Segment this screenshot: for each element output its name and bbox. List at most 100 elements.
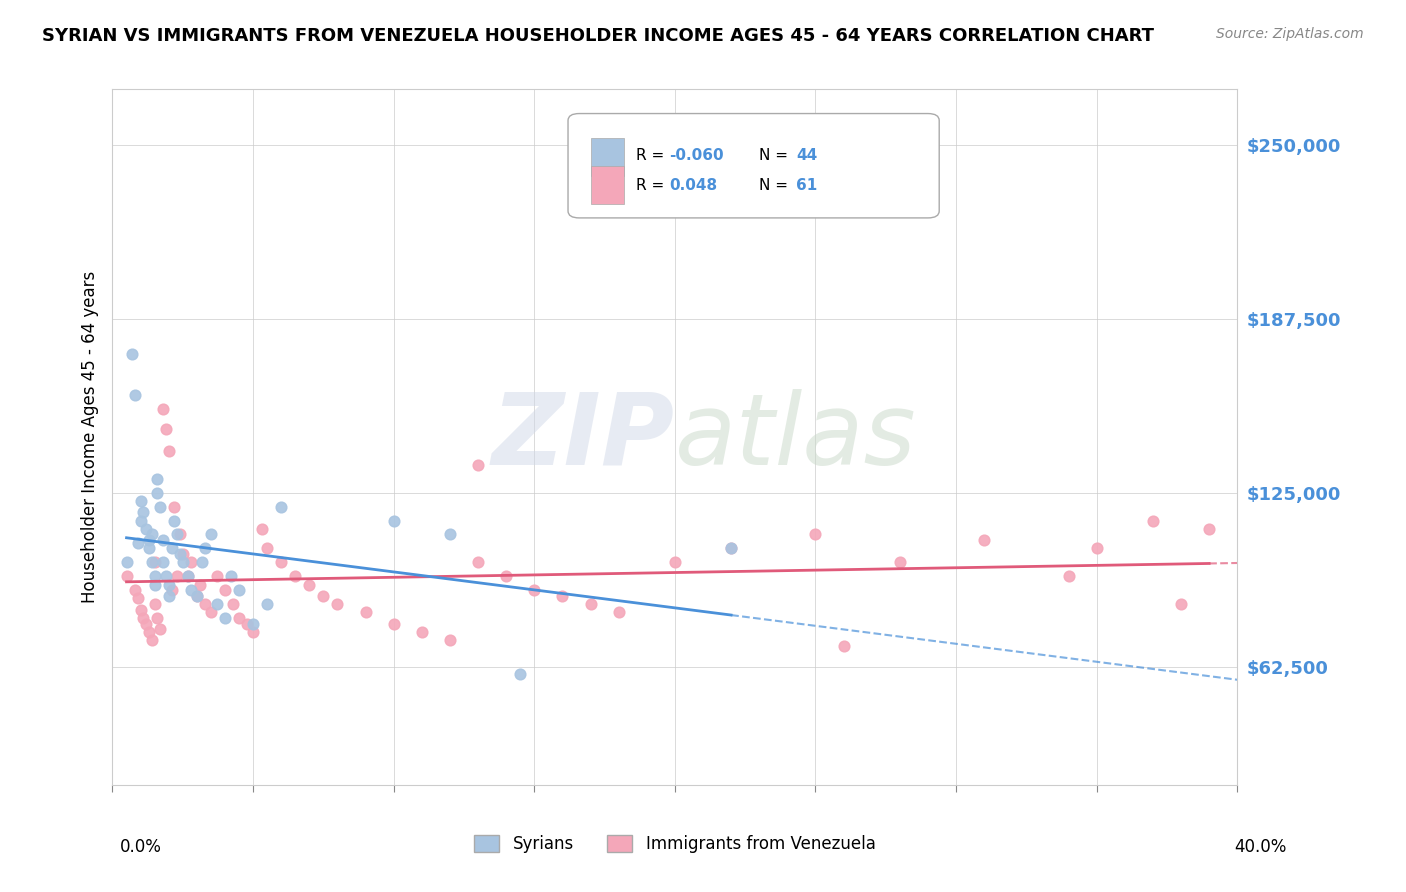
Point	[1142, 514, 1164, 528]
FancyBboxPatch shape	[591, 166, 624, 204]
Text: atlas: atlas	[675, 389, 917, 485]
Point	[172, 555, 194, 569]
Point	[146, 485, 169, 500]
Point	[143, 569, 166, 583]
Point	[127, 591, 149, 606]
Point	[180, 555, 202, 569]
Point	[186, 589, 208, 603]
Point	[115, 569, 138, 583]
Point	[222, 597, 245, 611]
Point	[160, 583, 183, 598]
Point	[152, 533, 174, 547]
Point	[172, 547, 194, 561]
Point	[132, 505, 155, 519]
Text: 61: 61	[796, 178, 818, 193]
Text: 44: 44	[796, 148, 818, 163]
Point	[152, 555, 174, 569]
Point	[284, 569, 307, 583]
Point	[973, 533, 995, 547]
Point	[312, 589, 335, 603]
Point	[127, 536, 149, 550]
Point	[143, 555, 166, 569]
FancyBboxPatch shape	[568, 113, 939, 218]
Point	[132, 611, 155, 625]
Point	[141, 633, 163, 648]
Point	[121, 346, 143, 360]
Point	[155, 422, 177, 436]
Point	[149, 500, 172, 514]
Point	[256, 541, 278, 556]
Point	[180, 583, 202, 598]
Point	[720, 541, 742, 556]
Text: R =: R =	[636, 178, 669, 193]
Point	[115, 555, 138, 569]
Point	[1057, 569, 1080, 583]
Point	[157, 444, 180, 458]
Text: ZIP: ZIP	[492, 389, 675, 485]
Point	[228, 611, 250, 625]
Point	[124, 583, 146, 598]
Point	[152, 402, 174, 417]
Point	[124, 388, 146, 402]
Point	[141, 555, 163, 569]
Point	[720, 541, 742, 556]
Point	[157, 577, 180, 591]
Point	[188, 577, 211, 591]
Point	[579, 597, 602, 611]
Point	[467, 555, 489, 569]
Point	[298, 577, 321, 591]
Point	[1198, 522, 1220, 536]
Point	[143, 597, 166, 611]
Text: N =: N =	[759, 178, 793, 193]
Point	[186, 589, 208, 603]
Point	[177, 569, 200, 583]
Text: 0.048: 0.048	[669, 178, 717, 193]
Point	[832, 639, 855, 653]
Point	[129, 602, 152, 616]
Point	[326, 597, 349, 611]
Point	[270, 555, 292, 569]
Point	[169, 547, 191, 561]
Point	[155, 569, 177, 583]
Point	[141, 527, 163, 541]
Point	[129, 494, 152, 508]
Point	[146, 611, 169, 625]
Point	[160, 541, 183, 556]
Point	[250, 522, 273, 536]
Text: N =: N =	[759, 148, 793, 163]
Point	[205, 569, 228, 583]
Point	[200, 606, 222, 620]
Point	[270, 500, 292, 514]
Text: -0.060: -0.060	[669, 148, 724, 163]
Point	[166, 527, 188, 541]
Point	[228, 583, 250, 598]
Point	[214, 611, 236, 625]
Text: Source: ZipAtlas.com: Source: ZipAtlas.com	[1216, 27, 1364, 41]
Y-axis label: Householder Income Ages 45 - 64 years: Householder Income Ages 45 - 64 years	[80, 271, 98, 603]
Point	[242, 624, 264, 639]
Text: 40.0%: 40.0%	[1234, 838, 1286, 855]
Point	[194, 597, 217, 611]
Point	[191, 555, 214, 569]
Point	[200, 527, 222, 541]
Point	[219, 569, 242, 583]
Point	[551, 589, 574, 603]
Point	[157, 589, 180, 603]
Point	[354, 606, 377, 620]
Point	[509, 666, 531, 681]
Legend: Syrians, Immigrants from Venezuela: Syrians, Immigrants from Venezuela	[468, 829, 882, 860]
Point	[135, 522, 157, 536]
Point	[523, 583, 546, 598]
Point	[664, 555, 686, 569]
Point	[149, 622, 172, 636]
Point	[163, 514, 186, 528]
Point	[1085, 541, 1108, 556]
Point	[607, 606, 630, 620]
Point	[138, 541, 160, 556]
Point	[135, 616, 157, 631]
Point	[236, 616, 259, 631]
Point	[242, 616, 264, 631]
Point	[439, 633, 461, 648]
Point	[382, 616, 405, 631]
Point	[467, 458, 489, 472]
